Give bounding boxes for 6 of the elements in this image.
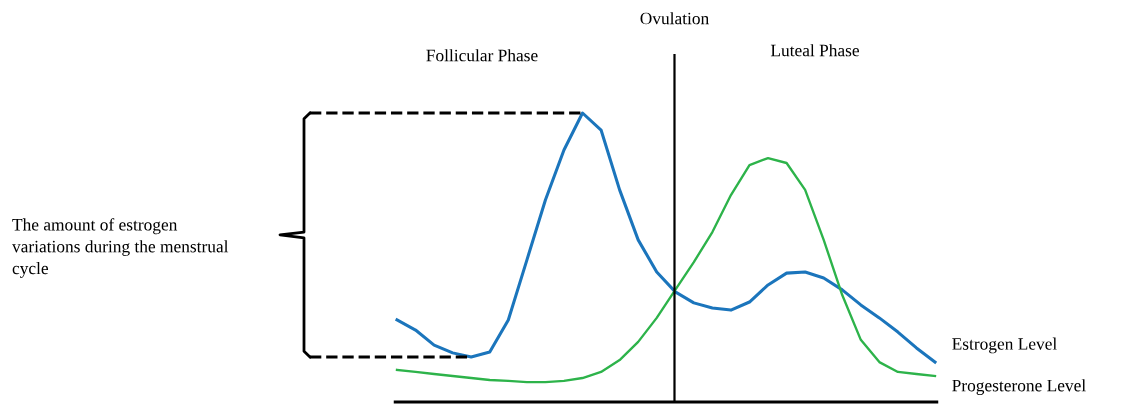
text: Ovulation <box>640 12 709 25</box>
text: The amount of estrogen variations during the menstrual cycle <box>12 218 229 278</box>
text: Luteal Phase <box>770 44 859 57</box>
series-label: Progesterone Level <box>952 379 1086 395</box>
series-label: Estrogen Level <box>952 337 1057 354</box>
text: Follicular Phase <box>426 49 538 62</box>
